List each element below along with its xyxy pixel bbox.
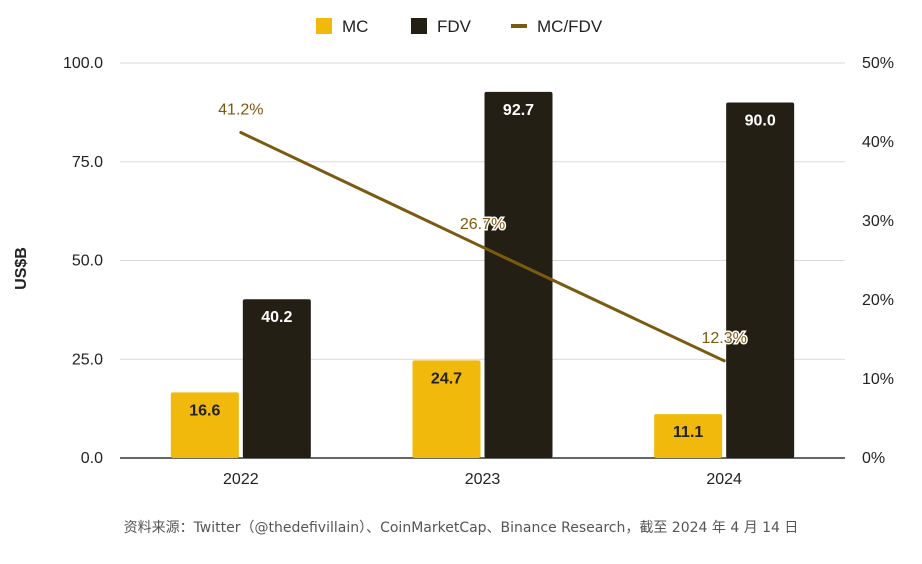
y-axis-title: US$B bbox=[13, 247, 30, 290]
bar-mc bbox=[412, 360, 481, 458]
y2-tick-label: 10% bbox=[862, 371, 894, 388]
legend-swatch-fdv bbox=[411, 18, 427, 34]
bar-label-mc: 24.7 bbox=[431, 370, 462, 387]
y-tick-label: 0.0 bbox=[81, 450, 103, 467]
x-tick-label: 2024 bbox=[706, 471, 742, 488]
bar-label-mc: 11.1 bbox=[673, 424, 703, 441]
bar-fdv bbox=[242, 299, 311, 458]
x-tick-label: 2023 bbox=[465, 471, 501, 488]
line-data-label: 12.3% bbox=[701, 330, 746, 347]
bar-mc bbox=[654, 414, 723, 458]
y2-tick-label: 20% bbox=[862, 292, 894, 309]
y-tick-label: 100.0 bbox=[63, 55, 103, 72]
line-data-label: 26.7% bbox=[460, 216, 505, 233]
y2-tick-label: 40% bbox=[862, 134, 894, 151]
line-data-label: 41.2% bbox=[218, 102, 263, 119]
bar-label-mc: 16.6 bbox=[189, 402, 220, 419]
y-tick-label: 25.0 bbox=[72, 351, 103, 368]
legend-swatch-line bbox=[511, 24, 527, 28]
legend-label: FDV bbox=[437, 17, 472, 36]
bar-fdv bbox=[726, 102, 795, 458]
y-tick-label: 75.0 bbox=[72, 154, 103, 171]
y2-tick-label: 30% bbox=[862, 213, 894, 230]
y2-tick-label: 50% bbox=[862, 55, 894, 72]
line-point bbox=[239, 131, 243, 135]
line-point bbox=[722, 359, 726, 363]
bar-label-fdv: 90.0 bbox=[745, 113, 776, 130]
legend-label: MC bbox=[342, 17, 368, 36]
legend-label: MC/FDV bbox=[537, 17, 603, 36]
bar-label-fdv: 92.7 bbox=[503, 102, 534, 119]
y2-tick-label: 0% bbox=[862, 450, 885, 467]
x-tick-label: 2022 bbox=[223, 471, 259, 488]
legend-swatch-mc bbox=[316, 18, 332, 34]
bar-label-fdv: 40.2 bbox=[261, 309, 292, 326]
line-point bbox=[481, 245, 484, 249]
bar-mc bbox=[170, 392, 239, 458]
source-note: 资料来源：Twitter（@thedefivillain）、CoinMarket… bbox=[123, 520, 799, 536]
y-tick-label: 50.0 bbox=[72, 253, 103, 270]
bar-fdv bbox=[484, 91, 553, 459]
